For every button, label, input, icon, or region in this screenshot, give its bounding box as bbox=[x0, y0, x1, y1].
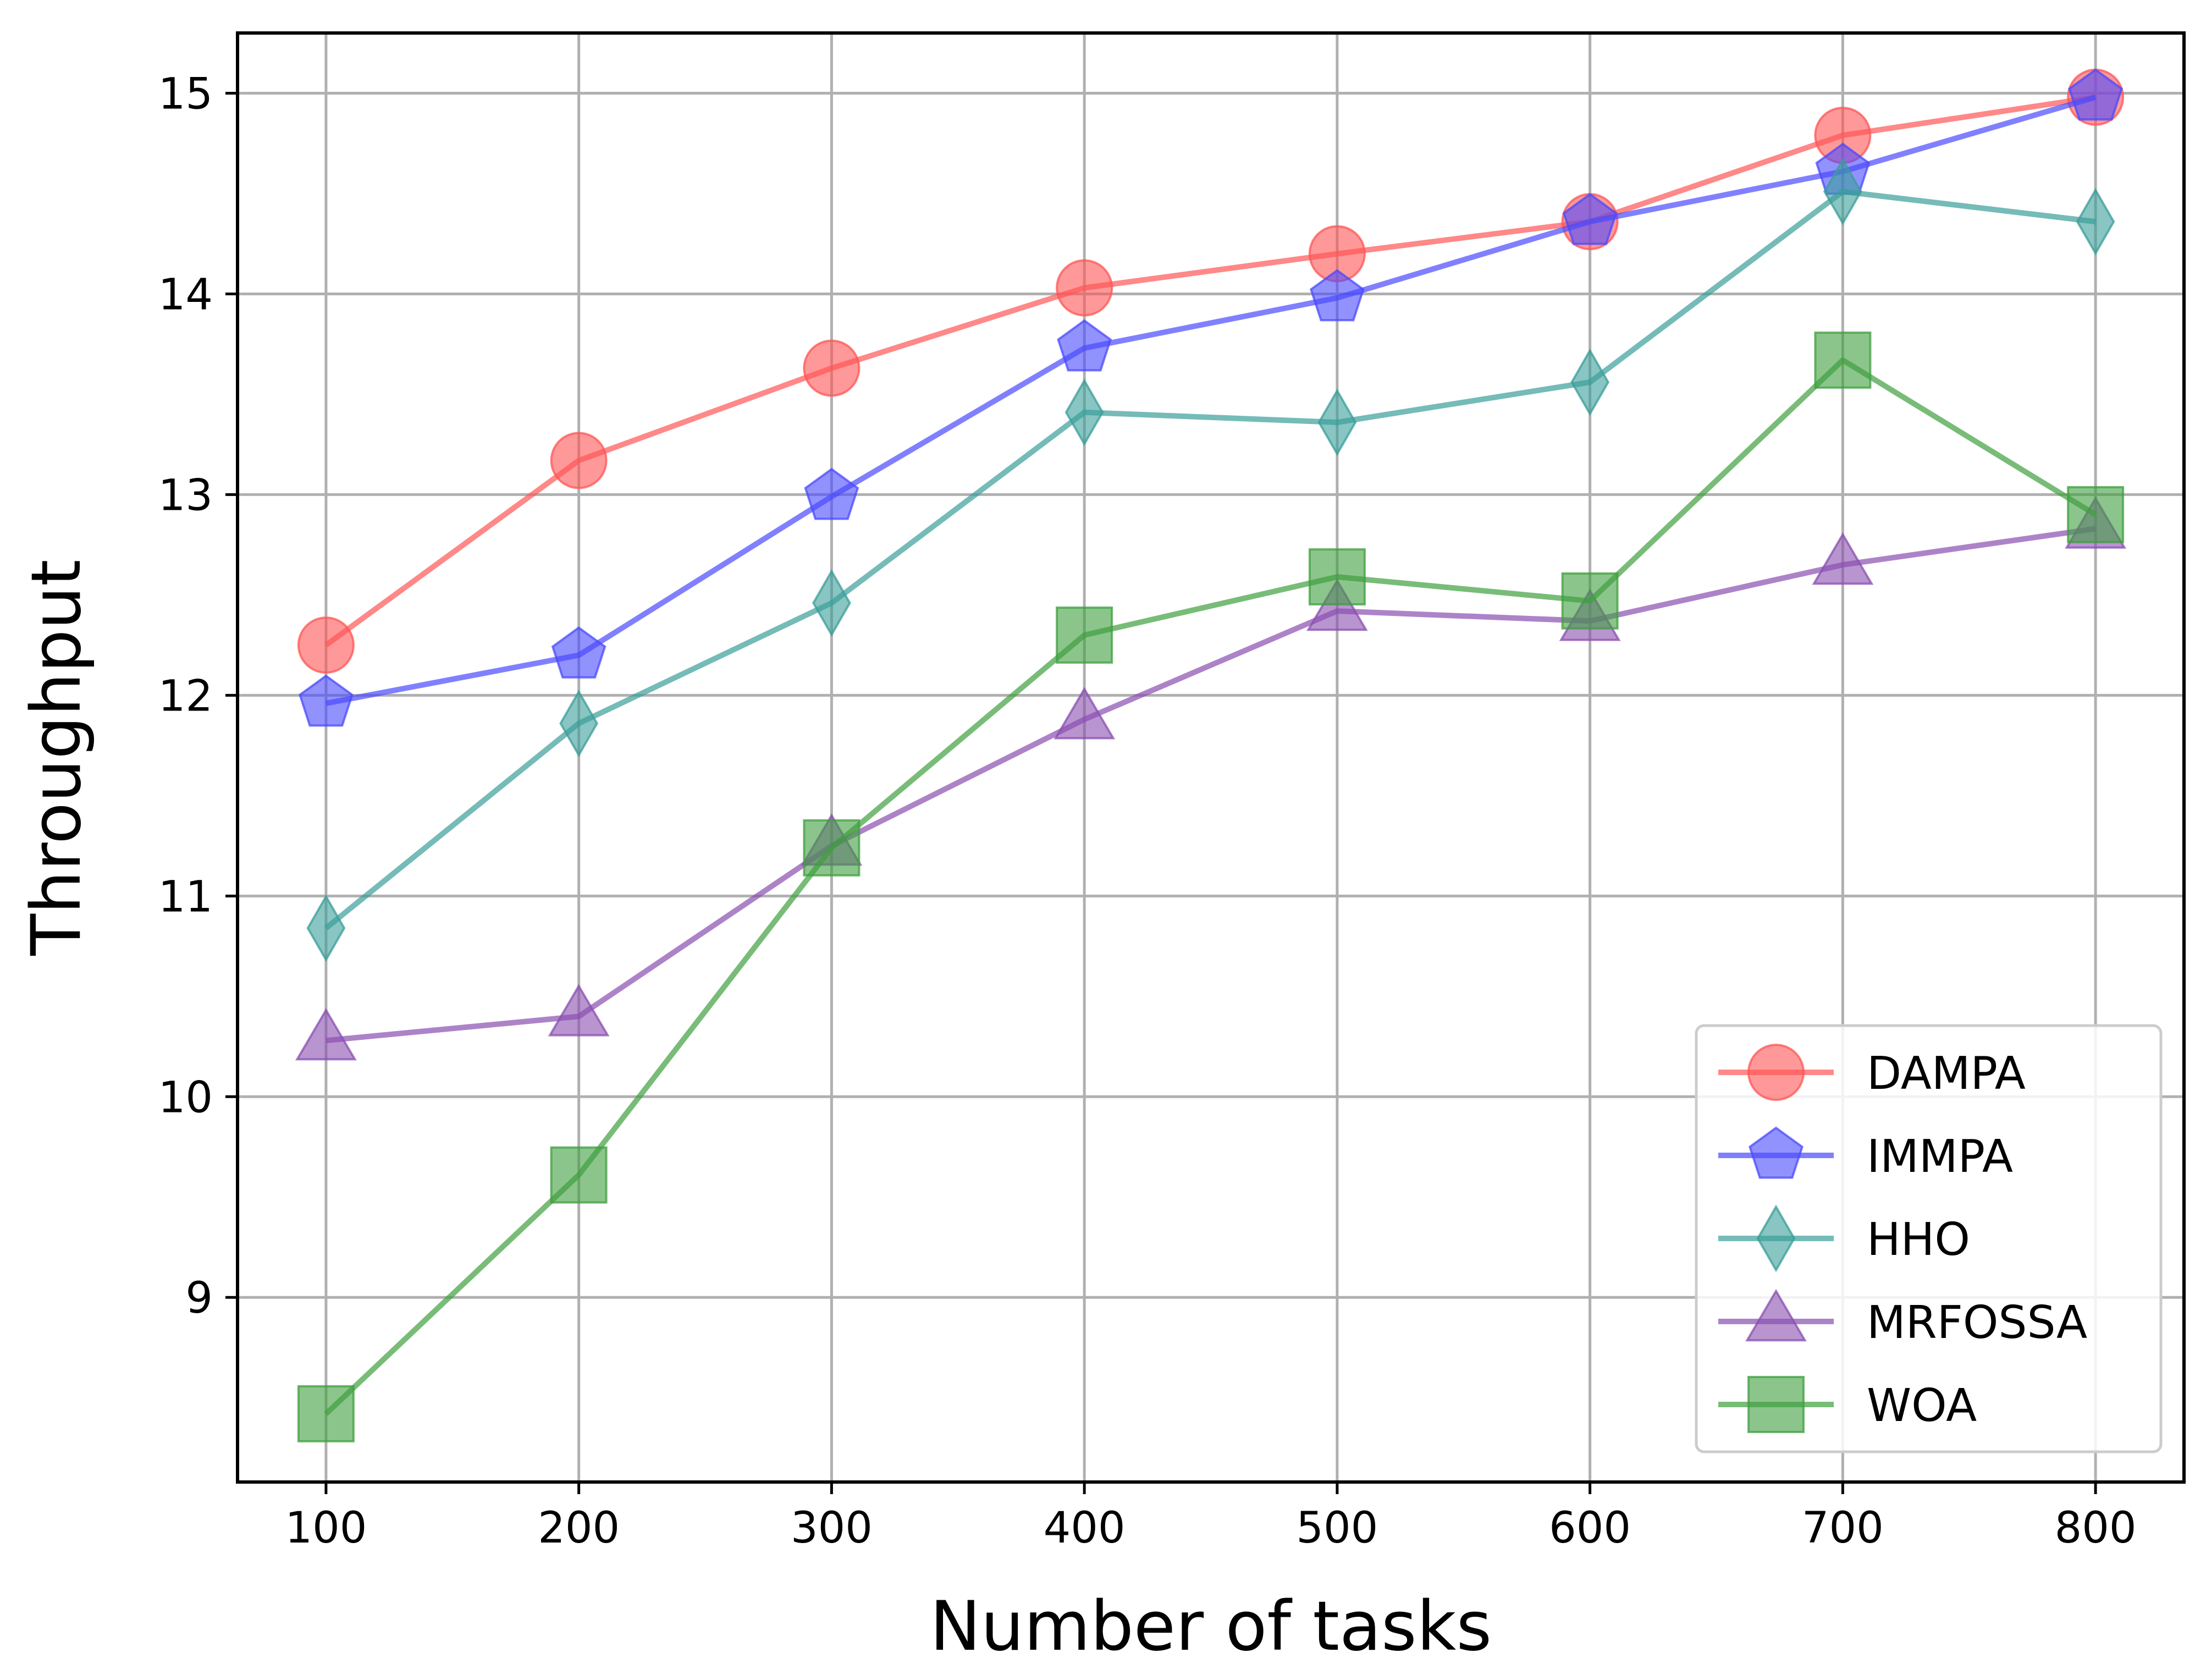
legend-label: HHO bbox=[1867, 1214, 1970, 1266]
data-point-woa bbox=[2067, 486, 2125, 543]
data-point-hho bbox=[1317, 388, 1357, 456]
legend-item-hho: HHO bbox=[1718, 1204, 1970, 1273]
legend-marker bbox=[1749, 1126, 1804, 1179]
data-point-woa bbox=[297, 1385, 355, 1442]
y-axis-ticks: 9 10 11 12 13 14 15 bbox=[158, 69, 238, 1323]
data-point-dampa bbox=[1056, 259, 1113, 317]
series-immpa bbox=[299, 68, 2123, 727]
y-tick-label: 14 bbox=[158, 270, 213, 320]
x-tick-label: 700 bbox=[1802, 1503, 1884, 1553]
x-axis-label: Number of tasks bbox=[930, 1587, 1492, 1666]
y-tick-label: 12 bbox=[158, 671, 213, 721]
data-point-hho bbox=[1065, 378, 1104, 447]
data-point-woa bbox=[803, 819, 861, 877]
data-point-woa bbox=[1561, 572, 1619, 630]
y-axis-label: Throughput bbox=[17, 559, 96, 956]
data-point-immpa bbox=[2068, 68, 2123, 121]
x-tick-label: 500 bbox=[1296, 1503, 1378, 1553]
legend-box bbox=[1695, 1024, 2163, 1453]
series-layer bbox=[295, 68, 2126, 1442]
data-point-hho bbox=[2076, 188, 2115, 256]
legend-label: DAMPA bbox=[1867, 1048, 2026, 1100]
data-point-immpa bbox=[1309, 269, 1365, 322]
legend-marker bbox=[1747, 1376, 1805, 1433]
y-tick-label: 15 bbox=[158, 69, 213, 119]
data-point-woa bbox=[550, 1146, 608, 1204]
legend-label: MRFOSSA bbox=[1867, 1297, 2087, 1349]
data-point-dampa bbox=[803, 339, 861, 397]
series-hho bbox=[306, 157, 2115, 962]
data-point-immpa bbox=[1057, 319, 1112, 372]
legend-item-dampa: DAMPA bbox=[1718, 1044, 2026, 1101]
x-tick-label: 800 bbox=[2055, 1503, 2137, 1553]
legend-marker bbox=[1747, 1044, 1805, 1101]
legend-label: IMMPA bbox=[1867, 1131, 2013, 1183]
x-tick-label: 600 bbox=[1549, 1503, 1631, 1553]
legend: DAMPA IMMPA HHO MRFOSSA WOA bbox=[1695, 1024, 2163, 1453]
series-line-immpa bbox=[325, 95, 2097, 706]
data-point-immpa bbox=[299, 674, 354, 727]
data-point-mrfossa bbox=[548, 984, 610, 1037]
data-point-hho bbox=[812, 569, 851, 637]
data-point-mrfossa bbox=[295, 1007, 357, 1061]
data-point-woa bbox=[1056, 606, 1113, 664]
data-point-dampa bbox=[297, 616, 355, 674]
y-tick-label: 10 bbox=[158, 1073, 213, 1122]
data-point-mrfossa bbox=[1054, 687, 1116, 740]
legend-item-mrfossa: MRFOSSA bbox=[1718, 1288, 2087, 1349]
data-point-woa bbox=[1814, 331, 1872, 389]
legend-marker bbox=[1756, 1204, 1796, 1273]
data-point-hho bbox=[1823, 157, 1862, 225]
data-point-woa bbox=[1308, 548, 1366, 605]
x-axis-ticks: 100 200 300 400 500 600 700 800 bbox=[285, 1482, 2137, 1553]
plot-area-frame bbox=[236, 31, 2186, 1484]
y-tick-label: 9 bbox=[185, 1274, 213, 1323]
series-woa bbox=[297, 331, 2125, 1442]
data-point-dampa bbox=[550, 432, 608, 489]
x-tick-label: 400 bbox=[1044, 1503, 1126, 1553]
data-point-immpa bbox=[804, 467, 859, 520]
data-point-mrfossa bbox=[1812, 532, 1874, 585]
data-point-hho bbox=[1570, 348, 1610, 416]
data-point-immpa bbox=[551, 626, 606, 679]
data-point-immpa bbox=[1562, 192, 1618, 245]
legend-item-immpa: IMMPA bbox=[1718, 1126, 2013, 1183]
legend-item-woa: WOA bbox=[1718, 1376, 1977, 1433]
y-tick-label: 11 bbox=[158, 872, 213, 922]
y-tick-label: 13 bbox=[158, 471, 213, 520]
legend-label: WOA bbox=[1867, 1380, 1977, 1432]
x-tick-label: 300 bbox=[791, 1503, 873, 1553]
data-point-hho bbox=[306, 894, 346, 962]
series-line-dampa bbox=[324, 94, 2096, 648]
data-point-hho bbox=[559, 689, 599, 758]
legend-marker bbox=[1745, 1288, 1807, 1342]
series-line-hho bbox=[324, 189, 2096, 930]
series-line-woa bbox=[324, 357, 2097, 1416]
series-line-mrfossa bbox=[326, 526, 2096, 1044]
legend-items: DAMPA IMMPA HHO MRFOSSA WOA bbox=[1718, 1044, 2087, 1433]
x-tick-label: 100 bbox=[285, 1503, 367, 1553]
x-tick-label: 200 bbox=[538, 1503, 620, 1553]
